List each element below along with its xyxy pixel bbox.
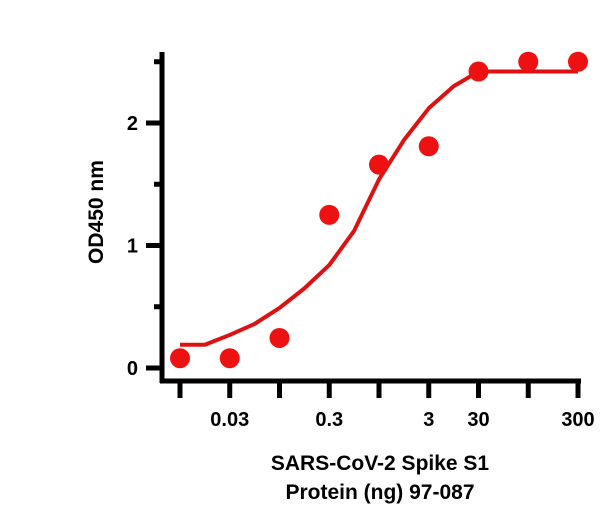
x-tick-label: 3	[423, 409, 434, 431]
y-tick-label: 2	[127, 113, 138, 135]
axes	[146, 51, 581, 398]
x-tick-label: 30	[467, 409, 489, 431]
y-tick-label: 0	[127, 358, 138, 380]
data-point	[269, 327, 290, 348]
data-point	[468, 61, 489, 82]
x-axis-label-line2: Protein (ng) 97-087	[285, 481, 474, 504]
fit-curve	[180, 69, 578, 347]
data-point	[518, 51, 539, 72]
x-axis-label-line1: SARS-CoV-2 Spike S1	[271, 452, 490, 475]
data-point	[319, 204, 340, 225]
tick-labels: 0 1 2 0.03 0.3 3 30 300	[127, 113, 595, 431]
data-point	[568, 51, 588, 72]
y-tick-label: 1	[127, 236, 138, 258]
data-point	[418, 136, 439, 157]
x-tick-label: 300	[561, 409, 594, 431]
data-point	[369, 154, 389, 175]
data-point	[170, 348, 190, 369]
data-point	[219, 348, 240, 369]
y-axis-label: OD450 nm	[85, 160, 108, 264]
x-tick-label: 0.03	[210, 409, 249, 431]
data-points	[170, 51, 588, 369]
x-tick-label: 0.3	[315, 409, 343, 431]
